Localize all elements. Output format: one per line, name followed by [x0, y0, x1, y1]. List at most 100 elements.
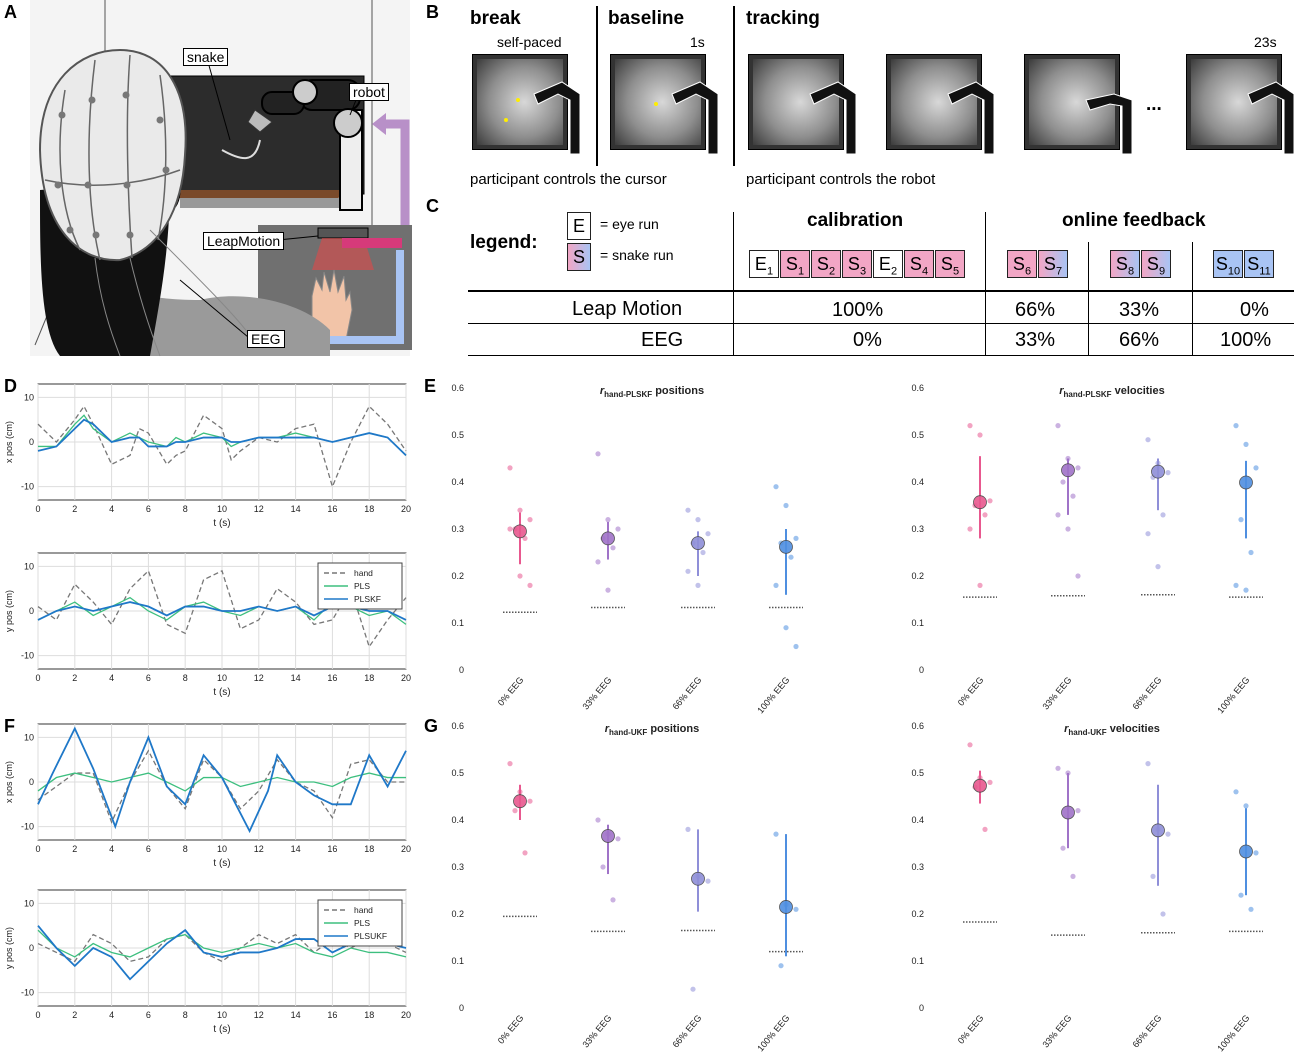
- series-plsukf: [37, 925, 407, 981]
- data-point: [1165, 470, 1171, 476]
- data-point: [1075, 808, 1081, 814]
- x-tick-label: 12: [254, 673, 264, 683]
- y-axis-label: x pos (cm): [4, 421, 14, 463]
- separator: [733, 6, 735, 166]
- data-point: [517, 573, 523, 579]
- data-point: [1233, 423, 1239, 429]
- x-tick-label: 100% EEG: [1215, 675, 1251, 716]
- data-point: [982, 826, 988, 833]
- table-col-rule: [985, 212, 986, 355]
- table-col-rule: [1088, 242, 1089, 355]
- x-tick-label: 16: [327, 1010, 337, 1020]
- data-point: [695, 582, 701, 589]
- y-tick-label: 0.3: [911, 524, 924, 534]
- scatter-chart: 0 0.1 0.2 0.3 0.4 0.5 0.6 rhand-PLSKF velocitie…: [911, 383, 1263, 715]
- x-tick-label: 18: [364, 504, 374, 514]
- screen-tracking-2: [886, 54, 982, 150]
- x-tick-label: 66% EEG: [670, 1013, 703, 1050]
- x-tick-label: 66% EEG: [1130, 1013, 1163, 1050]
- data-point: [615, 526, 621, 532]
- x-tick-label: 18: [364, 673, 374, 683]
- tracking-duration: 23s: [1254, 34, 1277, 50]
- screen-baseline: [610, 54, 706, 150]
- y-tick-label: 0.3: [451, 524, 464, 534]
- panel-label-b: B: [426, 2, 439, 22]
- x-axis-label: t (s): [213, 518, 230, 529]
- data-point: [507, 761, 513, 767]
- mean-marker: [691, 871, 705, 886]
- y-tick-label: 0.1: [911, 618, 924, 628]
- x-tick-label: 0: [35, 673, 40, 683]
- x-tick-label: 2: [72, 504, 77, 514]
- data-point: [690, 986, 696, 992]
- x-tick-label: 66% EEG: [1130, 675, 1163, 712]
- snake-label: snake: [183, 48, 229, 66]
- x-tick-label: 16: [327, 504, 337, 514]
- series-plskf: [37, 726, 407, 834]
- data-point: [527, 798, 533, 804]
- mean-marker: [973, 778, 987, 793]
- data-point: [1065, 526, 1071, 532]
- data-point: [1070, 493, 1076, 499]
- x-tick-label: 16: [327, 673, 337, 683]
- chart-title: rhand-UKF positions: [605, 723, 699, 737]
- y-axis-label: x pos (cm): [4, 761, 14, 803]
- x-tick-label: 14: [291, 1010, 301, 1020]
- data-point: [705, 878, 711, 884]
- data-point: [1248, 906, 1254, 912]
- data-point: [1248, 549, 1254, 556]
- data-point: [773, 484, 779, 490]
- x-tick-label: 33% EEG: [580, 675, 613, 712]
- run-box: S2: [811, 250, 841, 278]
- mean-marker: [973, 495, 987, 510]
- table-col-rule: [1192, 242, 1193, 355]
- x-tick-label: 18: [364, 1010, 374, 1020]
- y-tick-label: 0.6: [451, 383, 464, 393]
- data-point: [595, 451, 601, 457]
- chart-title: rhand-UKF velocities: [1064, 723, 1160, 737]
- x-tick-label: 20: [401, 1010, 411, 1020]
- panel-label-e: E: [424, 376, 437, 396]
- panel-label-a: A: [4, 2, 17, 22]
- x-tick-label: 100% EEG: [1215, 1013, 1251, 1054]
- data-point: [1243, 803, 1249, 809]
- line-chart: 0 2 4 6 8 10 12 14 16 18 20 -10 0 10 t (s) y pos (cm) ha…: [4, 889, 411, 1035]
- x-tick-label: 8: [183, 673, 188, 683]
- y-tick-label: 0.1: [451, 618, 464, 628]
- y-tick-label: 0.2: [911, 571, 924, 581]
- y-tick-label: 0.4: [911, 815, 924, 825]
- x-tick-label: 20: [401, 504, 411, 514]
- leapmotion-label: LeapMotion: [203, 232, 285, 250]
- run-box: S11: [1244, 250, 1274, 278]
- y-tick-label: 0: [29, 943, 34, 953]
- legend-eye-box: E: [567, 212, 591, 240]
- line-chart: 0 2 4 6 8 10 12 14 16 18 20 -10 0 10 t (s) y pos (cm) ha…: [4, 552, 411, 698]
- y-tick-label: 0.6: [451, 721, 464, 731]
- legend-entry: hand: [354, 905, 373, 915]
- y-tick-label: -10: [21, 482, 34, 492]
- data-point: [773, 831, 779, 837]
- data-point: [1060, 479, 1066, 485]
- run-box: S10: [1213, 250, 1243, 278]
- y-tick-label: 0.4: [911, 477, 924, 487]
- legend-snake-box: S: [567, 243, 591, 271]
- x-tick-label: 6: [146, 673, 151, 683]
- y-tick-label: 0.5: [451, 430, 464, 440]
- data-point: [987, 498, 993, 504]
- y-axis-label: y pos (cm): [4, 590, 14, 632]
- eeg-label: EEG: [247, 330, 285, 348]
- x-tick-label: 8: [183, 844, 188, 854]
- data-point: [773, 582, 779, 589]
- data-point: [605, 587, 611, 593]
- row-label-leap: Leap Motion: [572, 298, 683, 320]
- data-point: [527, 582, 533, 589]
- y-tick-label: 0: [29, 606, 34, 616]
- x-tick-label: 8: [183, 504, 188, 514]
- data-point: [1165, 831, 1171, 837]
- data-point: [507, 526, 513, 532]
- data-point: [1233, 789, 1239, 795]
- screen-tracking-1: [748, 54, 844, 150]
- table-rule: [468, 290, 1294, 292]
- cell: 66%: [1119, 329, 1160, 351]
- y-tick-label: 0.4: [451, 815, 464, 825]
